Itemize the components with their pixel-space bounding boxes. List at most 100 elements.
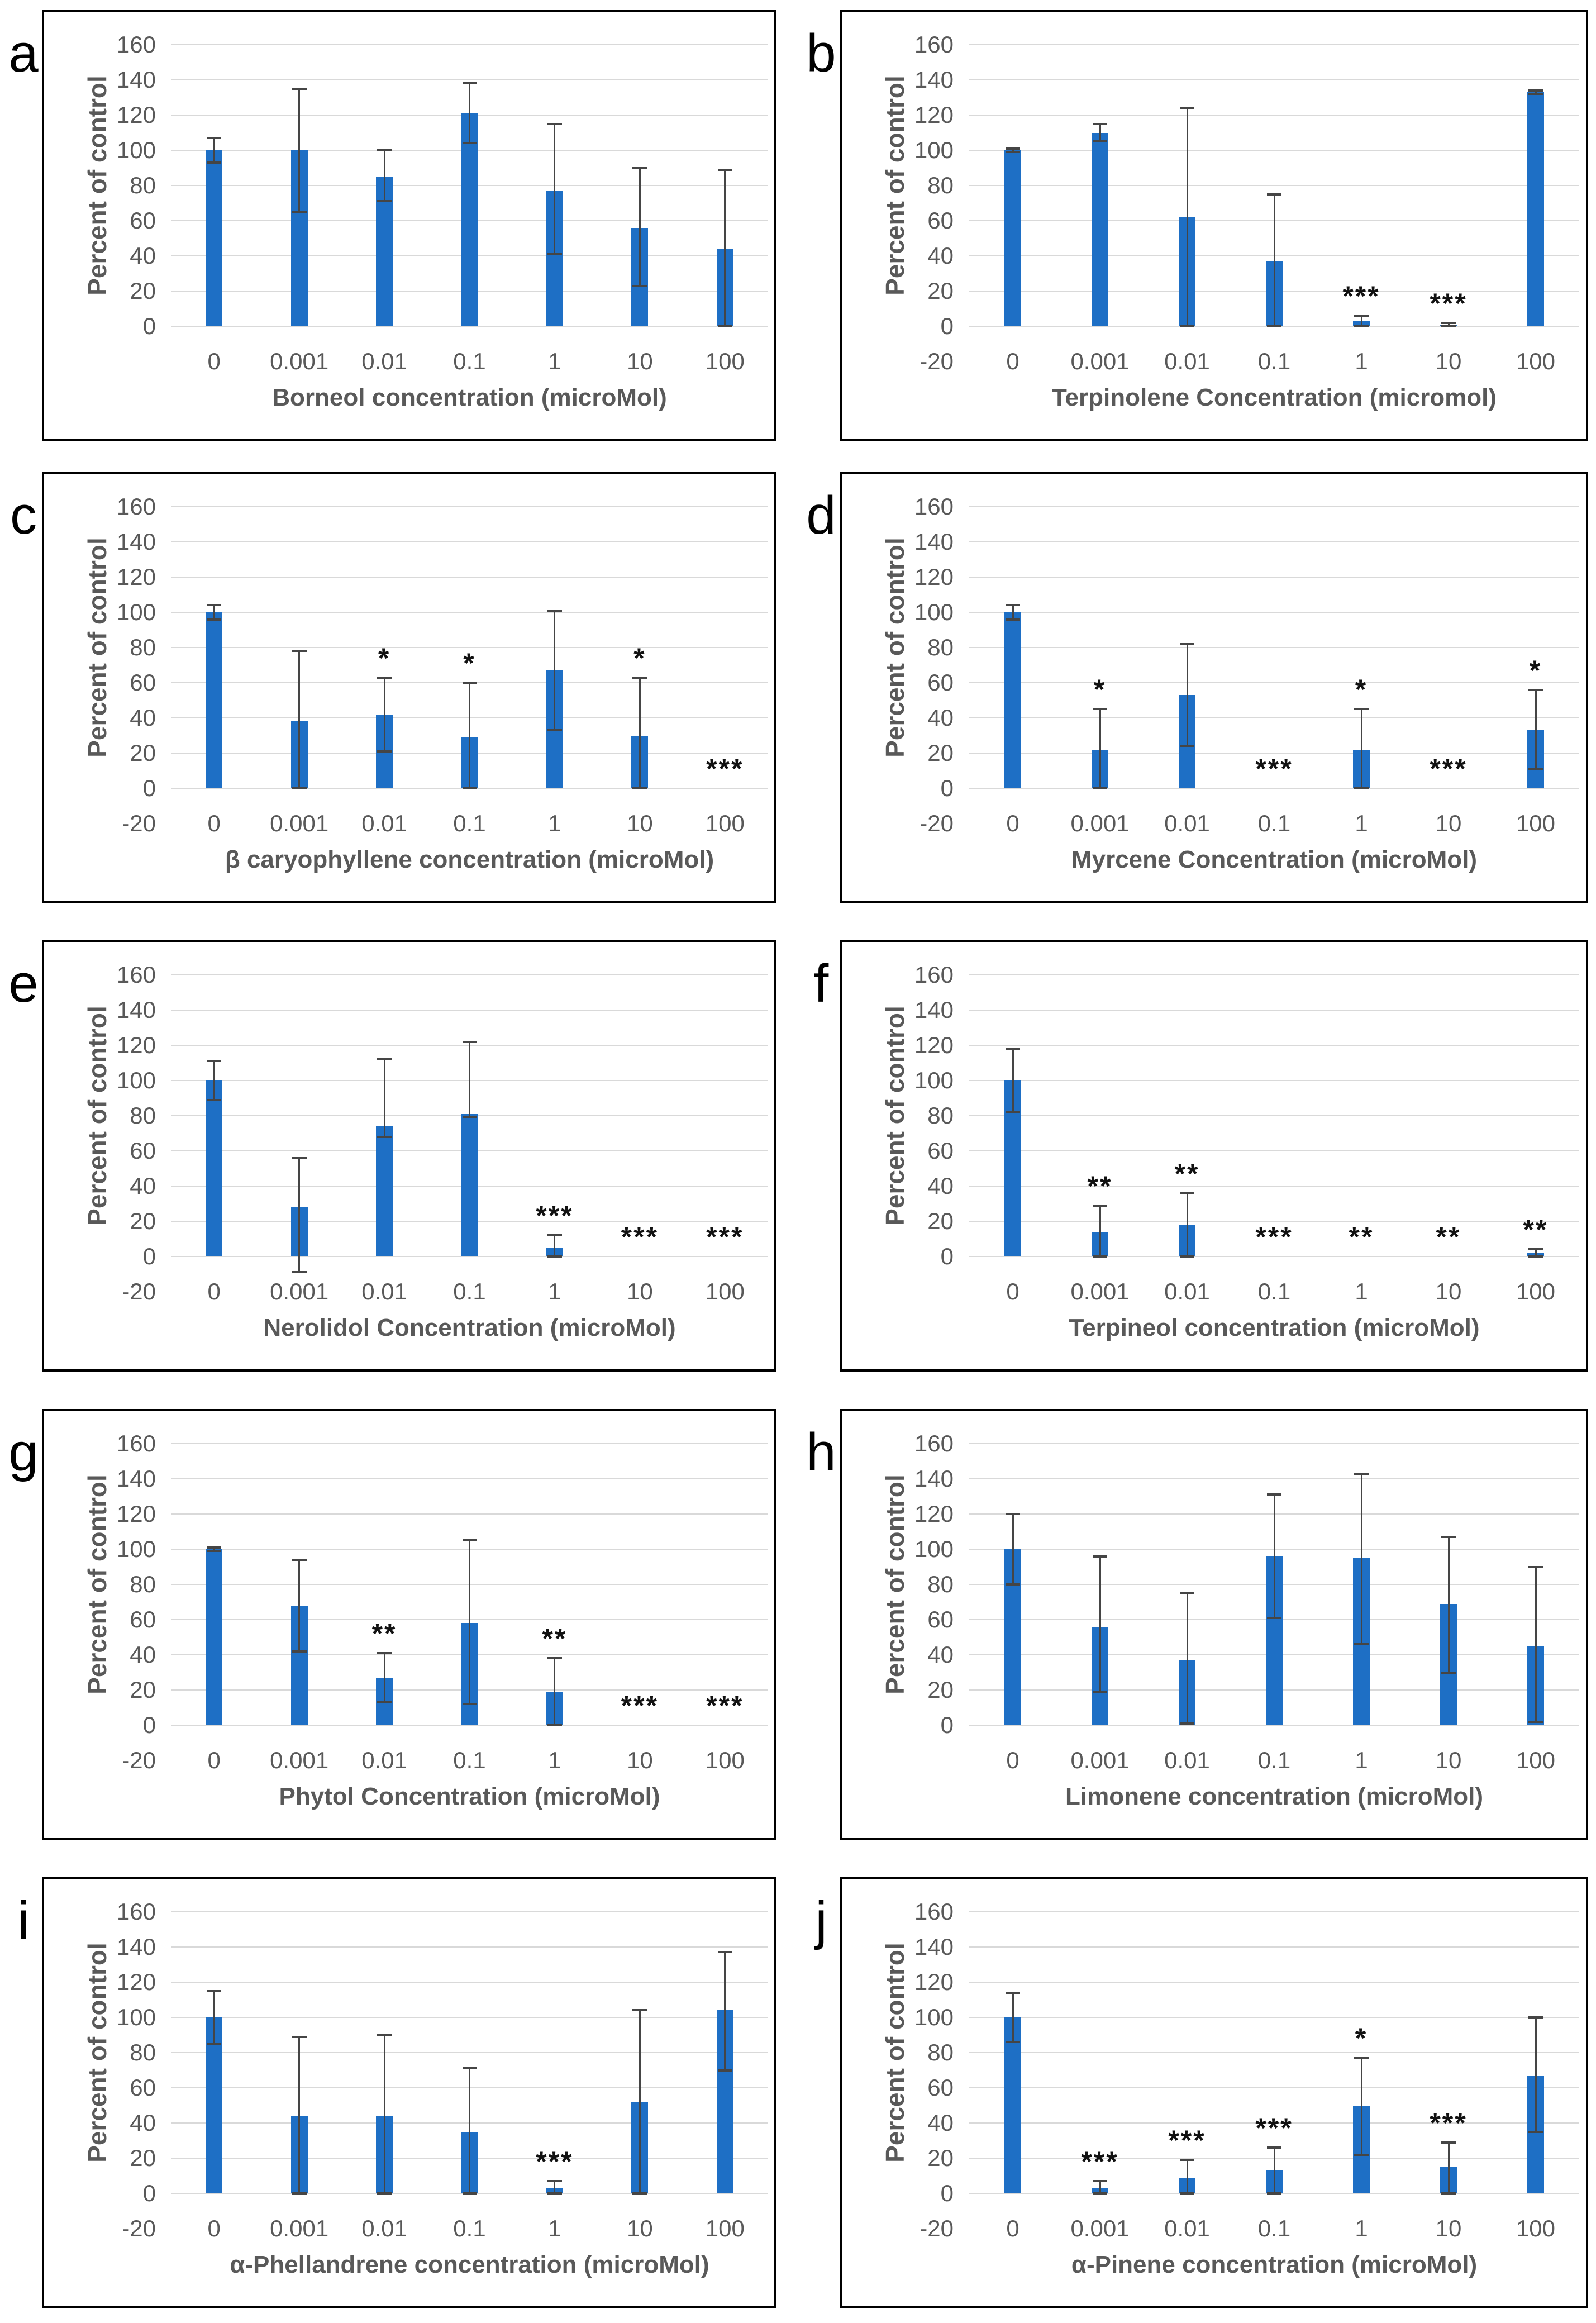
y-tick-label: 100 (116, 137, 156, 163)
x-tick-label: 1 (1355, 1278, 1368, 1305)
panel-letter-label: e (8, 954, 39, 1013)
x-tick-label: 0 (1006, 348, 1019, 374)
y-tick-label: 120 (116, 1032, 156, 1058)
gridline (171, 326, 768, 327)
error-bar-line (213, 1991, 215, 2044)
error-bar-cap-bottom (462, 1116, 477, 1119)
error-bar-cap-bottom (1441, 325, 1456, 327)
error-bar-cap-top (1093, 708, 1107, 711)
x-tick-label: 0.1 (1257, 2215, 1291, 2241)
significance-marker: * (1093, 674, 1107, 706)
significance-marker: * (1355, 674, 1368, 706)
panel-letter-label: g (8, 1422, 39, 1482)
y-tick-label: 60 (130, 1137, 156, 1164)
error-bar-cap-top (1180, 2159, 1194, 2162)
chart-area: Percent of control α-Pinene concentratio… (840, 1877, 1588, 2308)
error-bar-cap-bottom (717, 2069, 732, 2072)
gridline (171, 1443, 768, 1444)
error-bar-cap-bottom (1528, 2130, 1543, 2133)
error-bar-line (298, 1158, 301, 1273)
y-tick-label: 160 (914, 31, 954, 58)
chart-panel: b Percent of control Terpinolene Concent… (806, 10, 1588, 441)
y-tick-label: 0 (940, 2180, 954, 2206)
y-tick-label: 140 (116, 1465, 156, 1492)
y-tick-label: 80 (130, 634, 156, 660)
error-bar-cap-bottom (1180, 2192, 1194, 2195)
y-tick-label: 140 (914, 66, 954, 93)
error-bar-line (1012, 605, 1014, 620)
error-bar-cap-top (377, 149, 392, 151)
error-bar-line (298, 651, 301, 788)
error-bar-cap-top (207, 1989, 222, 1992)
error-bar-cap-top (462, 1040, 477, 1043)
x-tick-label: 0 (1006, 1747, 1019, 1773)
error-bar-line (554, 2181, 556, 2193)
gridline (969, 1443, 1579, 1444)
bar (1092, 132, 1108, 326)
error-bar-line (213, 137, 215, 163)
error-bar-cap-bottom (377, 2192, 392, 2195)
x-tick-label: 100 (1516, 348, 1556, 374)
bar (461, 113, 478, 326)
error-bar-cap-top (1528, 688, 1543, 691)
y-tick-label: 80 (927, 1102, 954, 1129)
y-tick-label: -20 (920, 348, 954, 374)
x-tick-label: 0.001 (1070, 1278, 1130, 1305)
y-tick-label: 60 (130, 207, 156, 234)
error-bar-cap-top (1267, 1493, 1281, 1496)
chart-area: Percent of control Nerolidol Concentrati… (42, 940, 776, 1372)
error-bar-cap-bottom (377, 1701, 392, 1704)
x-tick-label: 100 (1516, 1278, 1556, 1305)
error-bar-line (469, 83, 470, 144)
error-bar-line (1012, 1049, 1014, 1112)
y-tick-label: 160 (914, 1898, 954, 1925)
error-bar-cap-top (207, 604, 222, 607)
y-tick-label: 40 (927, 2110, 954, 2136)
error-bar-line (383, 677, 385, 751)
x-tick-label: 10 (1435, 2215, 1462, 2241)
error-bar-cap-top (1093, 1555, 1107, 1558)
gridline (171, 2052, 768, 2053)
gridline (969, 115, 1579, 116)
error-bar-cap-top (547, 1234, 562, 1237)
y-tick-label: -20 (920, 2215, 954, 2241)
gridline (969, 2122, 1579, 2124)
error-bar-line (1186, 644, 1188, 746)
gridline (171, 647, 768, 648)
x-tick-label: 10 (1435, 1747, 1462, 1773)
error-bar-cap-bottom (1528, 93, 1543, 96)
error-bar-cap-top (292, 1156, 307, 1159)
error-bar-cap-top (1093, 122, 1107, 125)
x-tick-label: 1 (548, 810, 561, 836)
significance-marker: * (1355, 2022, 1368, 2054)
error-bar-cap-top (1528, 2016, 1543, 2019)
x-tick-label: 0.1 (1257, 810, 1291, 836)
significance-marker: *** (1255, 753, 1293, 784)
error-bar-line (1447, 1536, 1450, 1673)
y-tick-label: 100 (914, 1067, 954, 1093)
error-bar-cap-top (1441, 321, 1456, 324)
chart-area: Percent of control Phytol Concentration … (42, 1409, 776, 1840)
y-tick-label: 60 (927, 207, 954, 234)
chart-panel: i Percent of control α-Phellandrene conc… (17, 1877, 776, 2308)
significance-marker: * (463, 648, 476, 679)
panel-letter-label: j (815, 1891, 827, 1950)
x-tick-label: 0.1 (453, 2215, 486, 2241)
error-bar-cap-bottom (292, 2192, 307, 2195)
significance-marker: *** (1255, 2112, 1293, 2144)
x-tick-label: 1 (548, 1747, 561, 1773)
error-bar-cap-bottom (1093, 140, 1107, 143)
x-axis-title: Terpinolene Concentration (micromol) (1051, 384, 1497, 411)
error-bar-cap-bottom (1354, 325, 1369, 327)
gridline (969, 647, 1579, 648)
error-bar-cap-top (462, 82, 477, 85)
error-bar-line (1012, 148, 1014, 153)
error-bar-cap-bottom (1528, 768, 1543, 770)
chart-panel: g Percent of control Phytol Concentratio… (8, 1409, 776, 1840)
error-bar-line (383, 150, 385, 202)
gridline (171, 974, 768, 975)
y-tick-label: 120 (914, 1501, 954, 1527)
error-bar-line (639, 2010, 641, 2193)
panel-letter-label: i (17, 1891, 30, 1950)
error-bar-cap-bottom (547, 729, 562, 732)
